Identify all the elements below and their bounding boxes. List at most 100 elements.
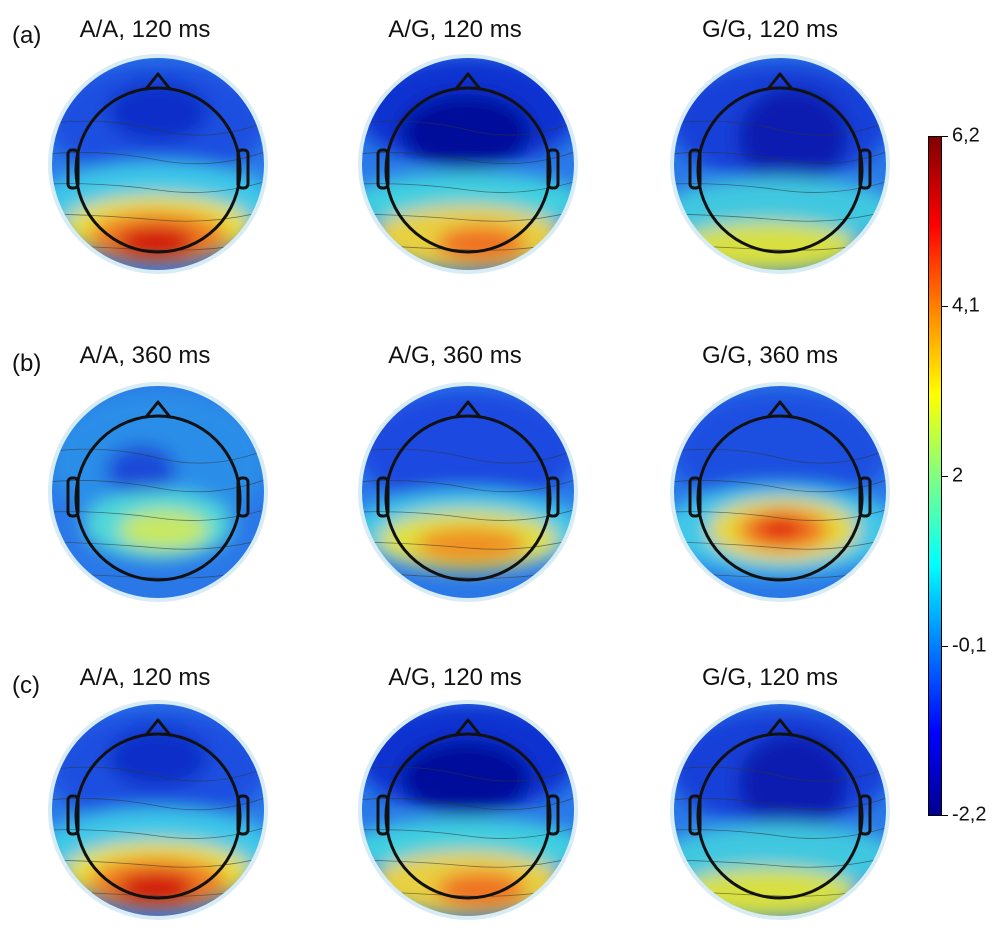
topomap-ring	[358, 382, 578, 602]
map-title-a-2: A/G, 120 ms	[388, 16, 522, 43]
left-ear-icon	[376, 476, 390, 518]
colorbar-tick	[942, 815, 948, 816]
topomap-a-2	[358, 54, 578, 274]
right-ear-icon	[546, 148, 560, 190]
right-ear-icon	[236, 794, 250, 836]
contour-line	[50, 447, 266, 464]
contour-line	[672, 477, 888, 493]
contour-line	[672, 825, 888, 839]
map-title-b-3: G/G, 360 ms	[701, 342, 839, 369]
head-outline	[696, 732, 864, 900]
colorbar	[928, 136, 942, 816]
topomap-ring	[670, 54, 890, 274]
left-ear-icon	[688, 148, 702, 190]
topomap-fill	[672, 56, 888, 272]
contour-line	[360, 537, 576, 550]
contour-line	[50, 507, 266, 521]
map-title-a-1: A/A, 120 ms	[79, 16, 211, 43]
map-title-b-1: A/A, 360 ms	[79, 342, 211, 369]
topomap-c-1	[48, 700, 268, 920]
colorbar-label-3: 2	[952, 464, 964, 487]
head-outline	[74, 86, 242, 254]
topomap-b-2	[358, 382, 578, 602]
map-title-b-2: A/G, 360 ms	[388, 342, 522, 369]
contour-line	[360, 855, 576, 868]
colorbar-label-min: -2,2	[952, 803, 987, 826]
contour-line	[672, 507, 888, 521]
contour-line	[360, 447, 576, 464]
topomap-b-3	[670, 382, 890, 602]
contour-line	[672, 447, 888, 464]
nose-icon	[144, 718, 172, 736]
topomap-fill	[360, 702, 576, 918]
colorbar-label-4: -0,1	[952, 634, 987, 657]
contour-line	[50, 149, 266, 165]
topomap-a-3	[670, 54, 890, 274]
map-title-c-3: G/G, 120 ms	[701, 664, 839, 691]
contour-line	[672, 119, 888, 136]
nose-icon	[454, 400, 482, 418]
contour-line	[672, 537, 888, 550]
contour-line	[50, 795, 266, 811]
map-title-a-3: G/G, 120 ms	[701, 16, 839, 43]
topomap-ring	[670, 700, 890, 920]
left-ear-icon	[688, 794, 702, 836]
contour-line	[360, 179, 576, 193]
contour-line	[672, 179, 888, 193]
head-outline	[384, 86, 552, 254]
head-outline	[696, 86, 864, 254]
colorbar-label-2: 4,1	[952, 294, 980, 317]
topomap-b-1	[48, 382, 268, 602]
contour-line	[360, 507, 576, 521]
head-outline	[696, 414, 864, 582]
contour-line	[50, 119, 266, 136]
left-ear-icon	[66, 476, 80, 518]
left-ear-icon	[376, 794, 390, 836]
topomap-ring	[48, 382, 268, 602]
contour-line	[50, 765, 266, 782]
topomap-a-1	[48, 54, 268, 274]
topomap-c-3	[670, 700, 890, 920]
nose-icon	[144, 400, 172, 418]
row-label-c: (c)	[12, 672, 40, 699]
contour-line	[50, 825, 266, 839]
left-ear-icon	[66, 794, 80, 836]
map-title-c-2: A/G, 120 ms	[388, 664, 522, 691]
topomap-ring	[358, 54, 578, 274]
nose-icon	[144, 72, 172, 90]
contour-line	[360, 119, 576, 136]
contour-line	[360, 477, 576, 493]
head-outline	[74, 414, 242, 582]
left-ear-icon	[66, 148, 80, 190]
contour-line	[50, 179, 266, 193]
contour-line	[50, 537, 266, 550]
topomap-ring	[358, 700, 578, 920]
contour-line	[672, 149, 888, 165]
contour-line	[672, 765, 888, 782]
contour-line	[360, 825, 576, 839]
topomap-ring	[670, 382, 890, 602]
right-ear-icon	[236, 476, 250, 518]
left-ear-icon	[376, 148, 390, 190]
topomap-c-2	[358, 700, 578, 920]
topomap-ring	[48, 700, 268, 920]
row-label-b: (b)	[12, 350, 42, 377]
topomap-fill	[50, 702, 266, 918]
topomap-fill	[50, 56, 266, 272]
topomap-fill	[360, 384, 576, 600]
colorbar-label-max: 6,2	[952, 124, 980, 147]
right-ear-icon	[858, 794, 872, 836]
contour-line	[360, 795, 576, 811]
contour-line	[672, 855, 888, 868]
contour-line	[672, 209, 888, 222]
contour-line	[360, 209, 576, 222]
colorbar-tick	[942, 646, 948, 647]
nose-icon	[766, 718, 794, 736]
head-outline	[74, 732, 242, 900]
topomap-ring	[48, 54, 268, 274]
contour-line	[50, 855, 266, 868]
topomap-fill	[672, 702, 888, 918]
map-title-c-1: A/A, 120 ms	[79, 664, 211, 691]
row-label-a: (a)	[12, 22, 42, 49]
topomap-fill	[360, 56, 576, 272]
